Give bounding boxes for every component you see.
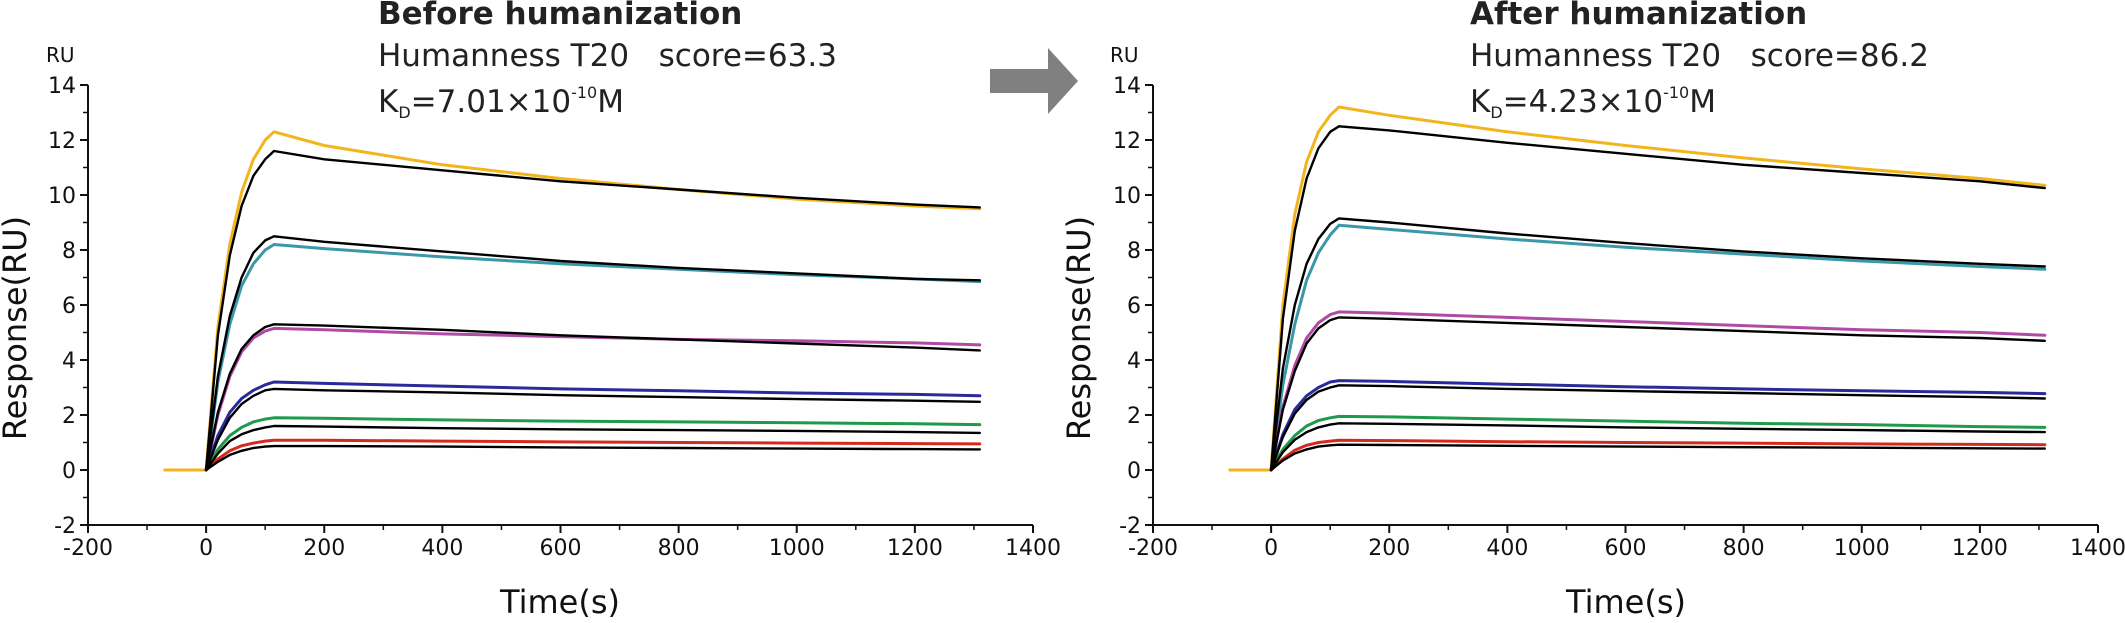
right-x-tick-label: 0 xyxy=(1264,536,1278,561)
right-y-axis-label: Response(RU) xyxy=(1060,216,1098,440)
right-y-tick-label: -2 xyxy=(1119,514,1141,539)
right-series-line-9 xyxy=(1269,422,2047,472)
right-series-line-8 xyxy=(1269,414,2047,472)
left-series-line-7 xyxy=(204,387,981,472)
left-chart-title: Before humanization xyxy=(378,0,742,32)
left-x-tick-label: 0 xyxy=(199,536,213,561)
left-series-line-4 xyxy=(204,323,981,472)
right-series-line-10 xyxy=(1269,438,2047,472)
right-chart-title: After humanization xyxy=(1470,0,1807,32)
left-series-line-10 xyxy=(204,438,982,472)
left-x-tick-label: 800 xyxy=(658,536,700,561)
left-y-tick-label: -2 xyxy=(54,514,76,539)
left-y-tick-label: 8 xyxy=(62,239,76,264)
right-x-tick-label: 1000 xyxy=(1834,536,1890,561)
right-chart-subtitle: Humanness T20 score=86.2 xyxy=(1470,38,1929,74)
left-series-line-6 xyxy=(204,380,982,472)
right-y-tick-label: 2 xyxy=(1127,404,1141,429)
left-x-tick-label: 1000 xyxy=(769,536,825,561)
right-y-tick-label: 14 xyxy=(1113,74,1141,99)
left-series-line-9 xyxy=(204,424,981,472)
left-y-tick-label: 10 xyxy=(48,184,76,209)
right-x-tick-label: 800 xyxy=(1723,536,1765,561)
right-y-unit: RU xyxy=(1110,43,1139,67)
left-y-tick-label: 4 xyxy=(62,349,76,374)
right-series-line-1 xyxy=(1269,125,2047,472)
left-y-axis-label: Response(RU) xyxy=(0,216,34,440)
right-x-tick-label: -200 xyxy=(1128,536,1178,561)
left-series-line-2 xyxy=(204,235,981,472)
left-x-axis-label: Time(s) xyxy=(499,583,620,621)
right-series-line-3 xyxy=(1269,223,2047,472)
right-x-tick-label: 200 xyxy=(1368,536,1410,561)
right-y-tick-label: 8 xyxy=(1127,239,1141,264)
right-x-axis-label: Time(s) xyxy=(1565,583,1686,621)
left-series-line-1 xyxy=(204,149,981,472)
left-y-tick-label: 14 xyxy=(48,74,76,99)
left-series-line-8 xyxy=(204,416,982,472)
right-series-line-2 xyxy=(1269,217,2047,472)
right-chart-plot: -2 0 2 4 6 8 10 12 14 -200 0 200 400 600 800 1000 1200 14… xyxy=(1113,74,2125,561)
left-x-tick-label: 200 xyxy=(303,536,345,561)
left-y-tick-label: 2 xyxy=(62,404,76,429)
right-series-line-5 xyxy=(1269,316,2047,472)
right-x-tick-label: 400 xyxy=(1486,536,1528,561)
right-y-tick-label: 6 xyxy=(1127,294,1141,319)
right-series-line-6 xyxy=(1269,379,2047,472)
left-chart-subtitle: Humanness T20 score=63.3 xyxy=(378,38,837,74)
right-series-line-4 xyxy=(1269,310,2047,472)
right-kd-label: KD=4.23×10-10M xyxy=(1470,83,1716,122)
left-x-tick-label: 1400 xyxy=(1005,536,1061,561)
left-kd-label: KD=7.01×10-10M xyxy=(378,83,624,122)
right-y-tick-label: 10 xyxy=(1113,184,1141,209)
right-y-tick-label: 4 xyxy=(1127,349,1141,374)
left-x-tick-label: 400 xyxy=(421,536,463,561)
left-chart-plot: -2 0 2 4 6 8 10 12 14 -200 0 200 400 600 800 1000 1200 14… xyxy=(48,74,1061,561)
right-y-tick-label: 0 xyxy=(1127,459,1141,484)
right-x-tick-label: 1400 xyxy=(2070,536,2125,561)
left-x-tick-label: -200 xyxy=(63,536,113,561)
left-series-line-11 xyxy=(204,444,981,472)
left-y-unit: RU xyxy=(46,43,75,67)
left-y-tick-label: 12 xyxy=(48,129,76,154)
right-x-tick-label: 600 xyxy=(1605,536,1647,561)
right-series-line-11 xyxy=(1269,443,2047,472)
left-y-tick-label: 0 xyxy=(62,459,76,484)
right-y-tick-label: 12 xyxy=(1113,129,1141,154)
right-series-line-7 xyxy=(1269,384,2047,472)
left-x-tick-label: 600 xyxy=(540,536,582,561)
left-y-tick-label: 6 xyxy=(62,294,76,319)
right-arrow-icon xyxy=(990,48,1078,114)
left-x-tick-label: 1200 xyxy=(887,536,943,561)
right-x-tick-label: 1200 xyxy=(1952,536,2008,561)
right-series-line-0 xyxy=(1228,105,2047,472)
left-series-line-3 xyxy=(204,243,982,472)
